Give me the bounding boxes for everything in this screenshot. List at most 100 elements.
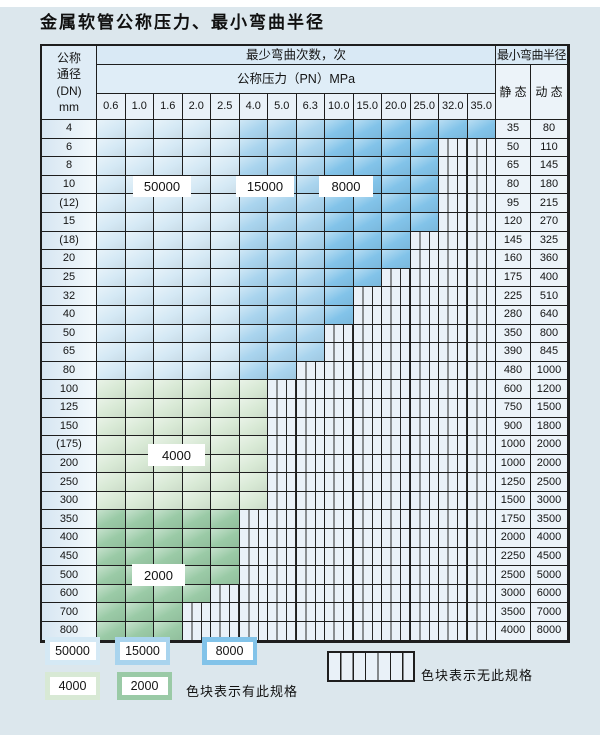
spec-cell	[125, 287, 154, 306]
legend-has-spec-text: 色块表示有此规格	[186, 684, 299, 699]
spec-cell	[410, 361, 439, 381]
spec-cell	[182, 138, 211, 158]
spec-cell	[410, 231, 439, 251]
spec-cell	[382, 491, 411, 511]
spec-cell	[296, 343, 325, 362]
spec-cell	[97, 584, 126, 604]
dn-cell: 80	[42, 361, 97, 381]
dynamic-cell: 640	[531, 305, 568, 325]
spec-cell	[182, 566, 211, 585]
spec-cell	[125, 138, 154, 158]
dn-cell: 50	[42, 324, 97, 344]
spec-cell	[467, 305, 496, 325]
spec-cell	[97, 491, 126, 511]
spec-cell	[125, 380, 154, 399]
spec-cell	[439, 120, 468, 139]
pressure-tick: 0.6	[97, 94, 126, 120]
spec-cell	[410, 584, 439, 604]
cycles-label-4000: 4000	[148, 444, 205, 466]
spec-cell	[97, 231, 126, 251]
static-cell: 280	[496, 305, 531, 325]
spec-cell	[467, 343, 496, 362]
spec-cell	[211, 212, 240, 232]
static-cell: 120	[496, 212, 531, 232]
spec-cell	[410, 324, 439, 344]
spec-cell	[239, 547, 268, 567]
legend-swatch-4000: 4000	[45, 672, 100, 700]
pressure-tick: 2.5	[211, 94, 240, 120]
spec-cell	[125, 584, 154, 604]
spec-cell	[239, 157, 268, 176]
dynamic-cell: 7000	[531, 603, 568, 623]
spec-cell	[182, 529, 211, 548]
spec-cell	[211, 473, 240, 492]
spec-cell	[239, 212, 268, 232]
static-cell: 390	[496, 343, 531, 362]
spec-cell	[439, 287, 468, 306]
spec-cell	[239, 417, 268, 437]
static-cell: 2000	[496, 529, 531, 548]
spec-cell	[97, 343, 126, 362]
legend-label-15000: 15000	[119, 642, 166, 660]
dynamic-cell: 800	[531, 324, 568, 344]
dn-cell: 350	[42, 510, 97, 530]
spec-cell	[296, 380, 325, 399]
dynamic-cell: 5000	[531, 566, 568, 585]
spec-cell	[467, 510, 496, 530]
spec-cell	[211, 250, 240, 269]
static-cell: 900	[496, 417, 531, 437]
spec-cell	[353, 250, 382, 269]
spec-cell	[239, 622, 268, 641]
spec-cell	[182, 231, 211, 251]
pressure-tick: 4.0	[239, 94, 268, 120]
spec-cell	[97, 398, 126, 418]
min-bend-radius-header: 最小弯曲半径	[496, 46, 568, 65]
dynamic-cell: 80	[531, 120, 568, 139]
spec-cell	[325, 361, 354, 381]
static-cell: 50	[496, 138, 531, 158]
spec-cell	[439, 529, 468, 548]
spec-cell	[296, 175, 325, 195]
spec-cell	[239, 250, 268, 269]
spec-cell	[325, 398, 354, 418]
spec-cell	[211, 380, 240, 399]
spec-cell	[296, 454, 325, 474]
spec-cell	[182, 510, 211, 530]
spec-cell	[467, 231, 496, 251]
spec-cell	[410, 547, 439, 567]
static-cell: 480	[496, 361, 531, 381]
spec-cell	[268, 473, 297, 492]
static-cell: 1000	[496, 436, 531, 455]
dn-cell: 125	[42, 398, 97, 418]
spec-cell	[296, 138, 325, 158]
spec-cell	[325, 566, 354, 585]
spec-cell	[439, 510, 468, 530]
spec-cell	[154, 491, 183, 511]
spec-cell	[325, 510, 354, 530]
dn-cell: 32	[42, 287, 97, 306]
spec-cell	[382, 417, 411, 437]
spec-cell	[154, 157, 183, 176]
spec-cell	[239, 194, 268, 213]
spec-cell	[154, 361, 183, 381]
dn-cell: 6	[42, 138, 97, 158]
dn-cell: 8	[42, 157, 97, 176]
dynamic-cell: 145	[531, 157, 568, 176]
pressure-tick: 6.3	[296, 94, 325, 120]
spec-cell	[353, 268, 382, 288]
spec-cell	[211, 120, 240, 139]
pressure-tick: 25.0	[410, 94, 439, 120]
spec-cell	[325, 622, 354, 641]
spec-cell	[268, 305, 297, 325]
spec-cell	[296, 622, 325, 641]
spec-cell	[325, 268, 354, 288]
spec-cell	[382, 157, 411, 176]
spec-cell	[182, 380, 211, 399]
pressure-tick: 1.0	[125, 94, 154, 120]
spec-cell	[211, 305, 240, 325]
spec-cell	[296, 250, 325, 269]
legend-swatch-2000: 2000	[117, 672, 172, 700]
spec-cell	[325, 250, 354, 269]
spec-cell	[182, 305, 211, 325]
spec-cell	[325, 231, 354, 251]
